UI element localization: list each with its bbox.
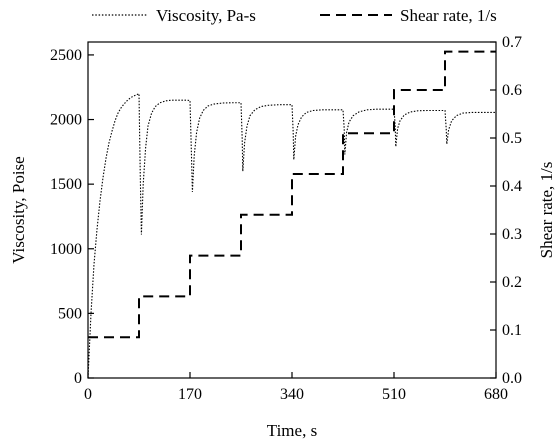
y-left-tick-label: 500 bbox=[58, 305, 82, 322]
y-right-tick-label: 0.2 bbox=[502, 274, 522, 291]
y-right-tick-label: 0.0 bbox=[502, 370, 522, 387]
y-right-tick-label: 0.5 bbox=[502, 130, 522, 147]
y-left-tick-label: 1500 bbox=[50, 176, 82, 193]
x-tick-label: 510 bbox=[382, 386, 406, 403]
x-tick-label: 680 bbox=[484, 386, 508, 403]
y-right-tick-label: 0.4 bbox=[502, 178, 522, 195]
series-line-viscosity bbox=[87, 92, 496, 379]
legend-label-viscosity: Viscosity, Pa-s bbox=[156, 6, 256, 25]
y-right-tick-label: 0.7 bbox=[502, 34, 522, 51]
series-line-shear-rate bbox=[88, 50, 496, 339]
y-axis-right: 0.0 0.1 0.2 0.3 0.4 0.5 0.6 0.7 bbox=[490, 34, 522, 387]
legend: Viscosity, Pa-s Shear rate, 1/s bbox=[92, 6, 497, 25]
y-right-tick-label: 0.1 bbox=[502, 322, 522, 339]
y-left-tick-label: 2000 bbox=[50, 112, 82, 129]
x-tick-label: 340 bbox=[280, 386, 304, 403]
x-axis: 0 170 340 510 680 bbox=[84, 372, 508, 403]
y-left-tick-label: 2500 bbox=[50, 47, 82, 64]
y-right-tick-label: 0.3 bbox=[502, 226, 522, 243]
legend-label-shear-rate: Shear rate, 1/s bbox=[400, 6, 497, 25]
y-left-tick-label: 0 bbox=[74, 370, 82, 387]
y-axis-left: 0 500 1000 1500 2000 2500 bbox=[50, 47, 94, 387]
plot-frame bbox=[87, 41, 497, 379]
y-left-tick-label: 1000 bbox=[50, 241, 82, 258]
y-right-tick-label: 0.6 bbox=[502, 82, 522, 99]
x-tick-label: 170 bbox=[178, 386, 202, 403]
series-layer bbox=[87, 50, 496, 379]
x-axis-title: Time, s bbox=[267, 421, 317, 440]
y-axis-right-title: Shear rate, 1/s bbox=[537, 162, 556, 259]
x-tick-label: 0 bbox=[84, 386, 92, 403]
y-axis-left-title: Viscosity, Poise bbox=[9, 156, 28, 263]
